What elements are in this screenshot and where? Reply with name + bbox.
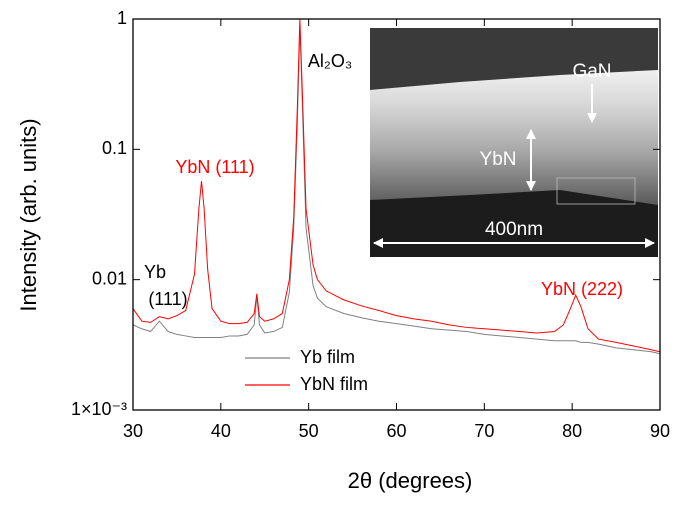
y-tick-label: 0.01 [92,268,127,288]
inset-image: GaN YbN 400nm [370,28,658,257]
inset-label: GaN [572,61,611,82]
chart: 2θ (degrees) Intensity (arb. units) GaN … [0,0,693,500]
y-axis-label: Intensity (arb. units) [16,118,41,311]
x-tick-label: 60 [386,421,406,441]
x-tick-label: 80 [562,421,582,441]
annotation: YbN (222) [541,279,623,299]
inset-label: YbN [480,149,517,170]
y-tick-label: 1×10⁻³ [71,399,127,419]
x-axis-label: 2θ (degrees) [348,468,473,493]
annotation: YbN (111) [175,157,254,177]
x-tick-label: 30 [123,421,143,441]
annotation: Yb [144,262,166,282]
legend-label: Yb film [300,347,355,367]
x-tick-label: 70 [474,421,494,441]
y-tick-label: 1 [117,8,127,28]
inset-label: 400nm [485,219,543,240]
x-tick-label: 50 [299,421,319,441]
x-tick-label: 90 [650,421,670,441]
annotation: Al₂O₃ [308,51,352,71]
legend-label: YbN film [300,374,368,394]
y-tick-label: 0.1 [102,138,127,158]
x-tick-label: 40 [211,421,231,441]
annotation: (111) [148,289,187,309]
